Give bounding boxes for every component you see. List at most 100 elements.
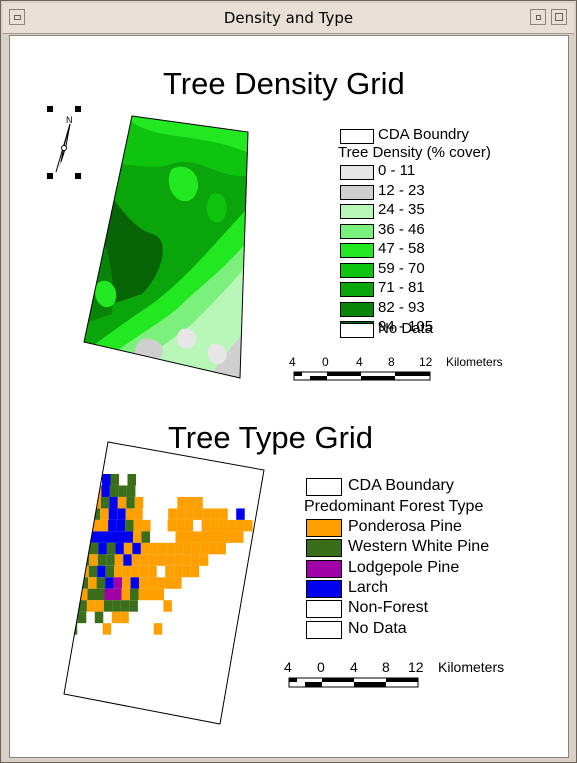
type-grid-cell (126, 485, 136, 497)
type-grid-cell (88, 577, 97, 589)
type-grid-cell (141, 531, 150, 543)
legend-swatch (340, 323, 374, 338)
scale-unit: Kilometers (446, 355, 503, 369)
legend-label: No Data (378, 320, 434, 337)
type-grid-cell (112, 600, 121, 612)
type-grid-cell (185, 496, 195, 509)
type-grid-cell (109, 496, 118, 509)
type-grid-cell (116, 531, 125, 543)
type-grid-cell (114, 554, 124, 566)
type-grid-cell (131, 554, 141, 566)
type-grid-cell (176, 519, 185, 532)
type-grid-cell (71, 577, 80, 589)
type-grid-cell (139, 565, 149, 578)
type-grid-cell (132, 542, 141, 555)
north-label: N (66, 115, 73, 125)
type-grid-cell (106, 542, 116, 555)
type-grid-cell (184, 519, 194, 532)
legend-swatch (340, 262, 374, 278)
type-grid-cell (165, 554, 175, 566)
type-grid-cell (194, 496, 203, 509)
type-grid-map (63, 441, 265, 725)
type-grid-cell (165, 565, 174, 578)
window-title: Density and Type (223, 9, 354, 27)
legend-label: CDA Boundary (348, 477, 454, 494)
type-grid-cell (99, 531, 108, 543)
type-grid-cell (163, 600, 172, 612)
type-grid-cell (96, 577, 106, 589)
type-grid-cell (108, 508, 118, 520)
legend-swatch (340, 184, 374, 200)
scale-tick: 8 (382, 659, 390, 675)
scale-tick: 12 (408, 659, 424, 675)
type-grid-cell (130, 588, 139, 601)
type-grid-cell (82, 519, 92, 532)
legend-label: 36 - 46 (378, 220, 425, 238)
legend-label: Ponderosa Pine (348, 518, 462, 535)
type-grid-cell (193, 508, 203, 520)
density-legend-title: Tree Density (% cover) (338, 144, 491, 161)
title-bar[interactable]: Density and Type (3, 3, 574, 34)
legend-swatch (306, 620, 342, 639)
type-grid-cell (191, 542, 201, 555)
type-grid-cell (122, 565, 132, 578)
type-grid-cell (201, 519, 211, 532)
type-grid-cell (218, 519, 228, 532)
type-grid-cell (168, 508, 177, 520)
type-grid-cell (91, 508, 101, 520)
type-grid-cell (134, 508, 143, 520)
type-grid-cell (82, 531, 91, 543)
legend-swatch (306, 539, 342, 558)
type-grid-cell (210, 519, 219, 532)
type-scale-bar: 4 0 4 8 12 Kilometers (284, 659, 504, 688)
type-grid-cell (208, 542, 218, 555)
type-grid-cell (88, 565, 98, 578)
density-map-title: Tree Density Grid (163, 66, 405, 101)
type-grid-cell (71, 565, 81, 578)
type-grid-cell (124, 531, 133, 543)
legend-swatch (306, 478, 342, 496)
type-grid-cell (89, 542, 99, 555)
type-grid-cell (110, 474, 119, 486)
type-grid-cell (182, 565, 191, 578)
legend-swatch (340, 301, 374, 317)
type-grid-cell (95, 600, 104, 612)
type-grid-cell (147, 577, 157, 589)
legend-swatch (306, 579, 342, 598)
type-grid-cell (235, 531, 244, 543)
type-grid-cell (201, 531, 210, 543)
minimize-button[interactable] (530, 9, 546, 25)
type-grid-cell (107, 531, 116, 543)
map-canvas: Tree Density Grid N (9, 35, 569, 758)
legend-swatch (340, 282, 374, 297)
type-grid-cell (79, 588, 88, 601)
type-grid-cell (113, 588, 122, 601)
scale-tick: 4 (350, 659, 358, 675)
type-grid-cell (218, 531, 227, 543)
type-grid-cell (125, 508, 135, 520)
type-grid-cell (210, 508, 220, 520)
type-grid-cell (101, 485, 110, 497)
type-grid-cell (126, 496, 135, 509)
legend-label: Lodgepole Pine (348, 558, 460, 576)
legend-label: 71 - 81 (378, 279, 425, 296)
type-grid-cell (120, 611, 129, 624)
type-grid-cell (64, 611, 70, 624)
type-grid-cell (185, 508, 194, 520)
legend-label: 0 - 11 (378, 162, 416, 179)
window-menu-button[interactable] (9, 9, 25, 25)
type-grid-cell (129, 600, 138, 612)
type-grid-cell (127, 474, 136, 486)
scale-tick: 4 (356, 355, 363, 369)
type-grid-cell (98, 542, 107, 555)
type-grid-cell (100, 508, 109, 520)
maximize-button[interactable] (551, 9, 567, 25)
legend-label: 82 - 93 (378, 298, 425, 316)
type-grid-cell (99, 519, 109, 532)
type-grid-cell (134, 496, 144, 509)
type-grid-cell (148, 565, 157, 578)
type-grid-cell (97, 554, 107, 566)
type-grid-cell (70, 588, 79, 601)
type-grid-cell (183, 542, 192, 555)
legend-label: 94 - 105 (378, 318, 434, 335)
